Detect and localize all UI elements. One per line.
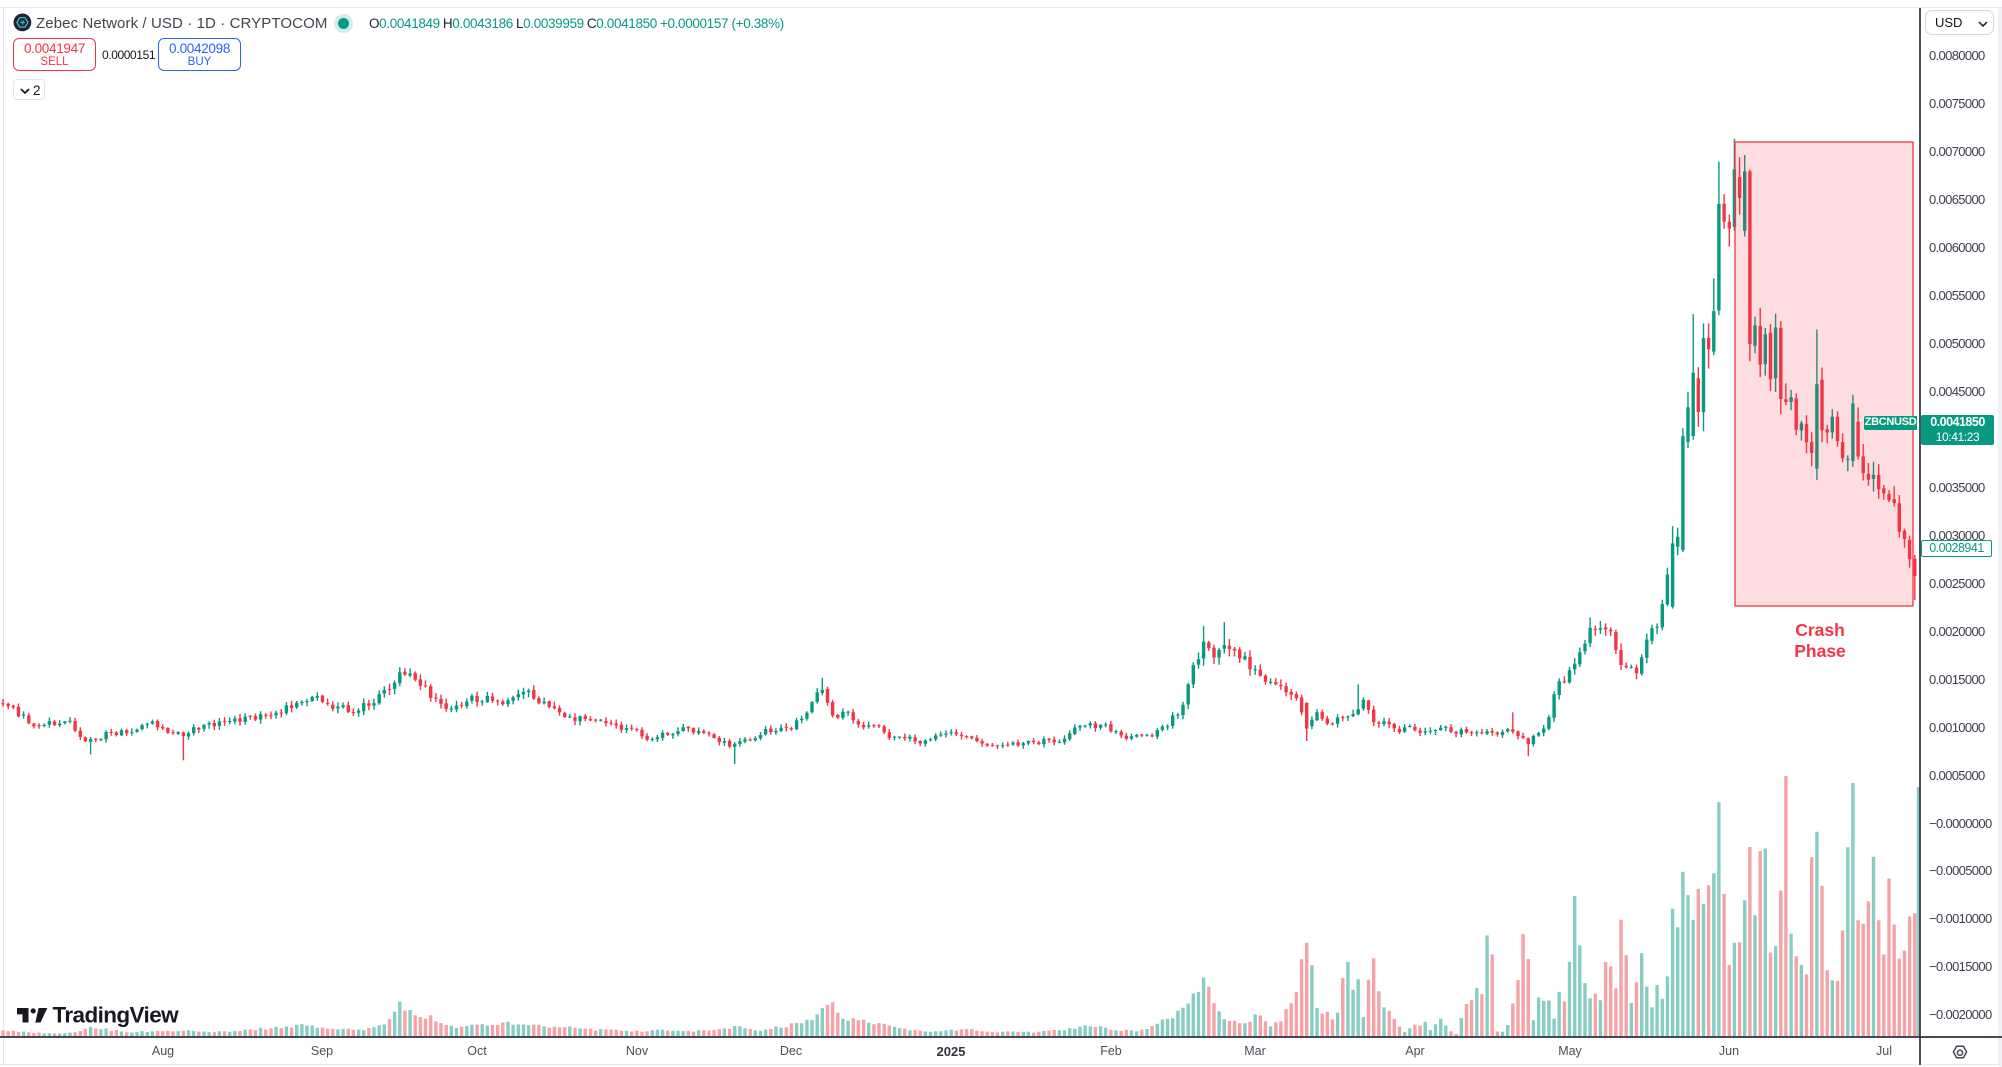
svg-text:TradingView: TradingView: [53, 1005, 180, 1028]
